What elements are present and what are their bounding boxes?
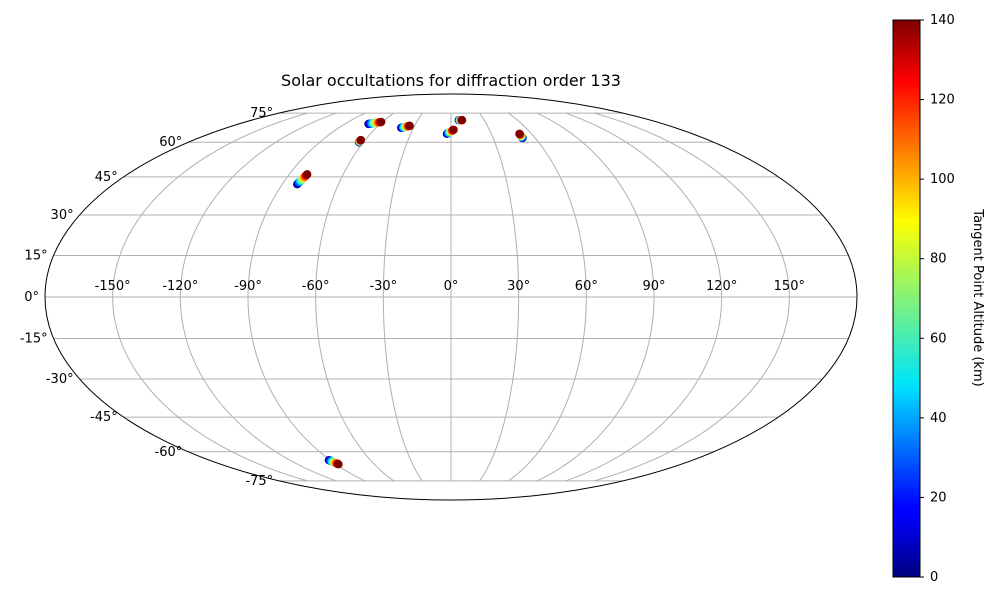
longitude-tick-label: -120°	[162, 279, 198, 294]
longitude-tick-label: 150°	[774, 279, 805, 294]
latitude-tick-label: 0°	[24, 290, 39, 305]
colorbar-tick-label: 0	[930, 570, 938, 585]
longitude-tick-label: -150°	[95, 279, 131, 294]
longitude-tick-label: 30°	[507, 279, 530, 294]
colorbar-tick-label: 100	[930, 172, 955, 187]
colorbar-ticks: 0 20 40 60 80 100 120 140	[920, 13, 955, 585]
occultation-points	[293, 115, 527, 469]
longitude-tick-label: 90°	[642, 279, 665, 294]
colorbar-tick-label: 20	[930, 490, 947, 505]
map-boundary	[44, 93, 858, 501]
latitude-tick-label: 60°	[159, 135, 182, 150]
occultation-point	[457, 115, 467, 125]
colorbar-tick-label: 40	[930, 411, 947, 426]
longitude-tick-label: 120°	[706, 279, 737, 294]
longitude-tick-label: -60°	[302, 279, 330, 294]
colorbar-tick-label: 120	[930, 93, 955, 108]
latitude-tick-label: -75°	[245, 474, 273, 489]
longitude-tick-labels: -150° -120° -90° -60° -30° 0° 30° 60° 90° 120° 150…	[95, 279, 805, 294]
colorbar-tick-label: 60	[930, 331, 947, 346]
occultation-point	[356, 135, 366, 145]
latitude-tick-label: -15°	[20, 332, 48, 347]
longitude-tick-label: -30°	[369, 279, 397, 294]
occultation-point	[515, 129, 524, 139]
latitude-tick-label: -30°	[46, 372, 74, 387]
occultation-point	[377, 117, 386, 127]
graticule	[45, 112, 857, 482]
latitude-tick-labels: 75° 60° 45° 30° 15° 0° -15° -30° -45° -60° -75°	[20, 106, 273, 489]
latitude-tick-label: 45°	[95, 170, 118, 185]
occultation-point	[334, 460, 343, 469]
occultation-point	[449, 125, 458, 134]
occultation-point	[302, 170, 312, 179]
colorbar-tick-label: 80	[930, 252, 947, 267]
latitude-tick-label: -60°	[155, 445, 183, 460]
latitude-tick-label: 30°	[51, 208, 74, 223]
longitude-tick-label: 60°	[575, 279, 598, 294]
latitude-tick-label: 75°	[250, 106, 273, 121]
longitude-tick-label: 0°	[444, 279, 459, 294]
latitude-tick-label: -45°	[90, 410, 118, 425]
colorbar-label: Tangent Point Altitude (km)	[970, 208, 985, 386]
occultation-point	[405, 121, 414, 131]
colorbar-tick-label: 140	[930, 13, 955, 28]
latitude-tick-label: 15°	[25, 248, 48, 263]
chart-title: Solar occultations for diffraction order…	[281, 71, 621, 90]
longitude-tick-label: -90°	[234, 279, 262, 294]
colorbar	[892, 19, 921, 578]
